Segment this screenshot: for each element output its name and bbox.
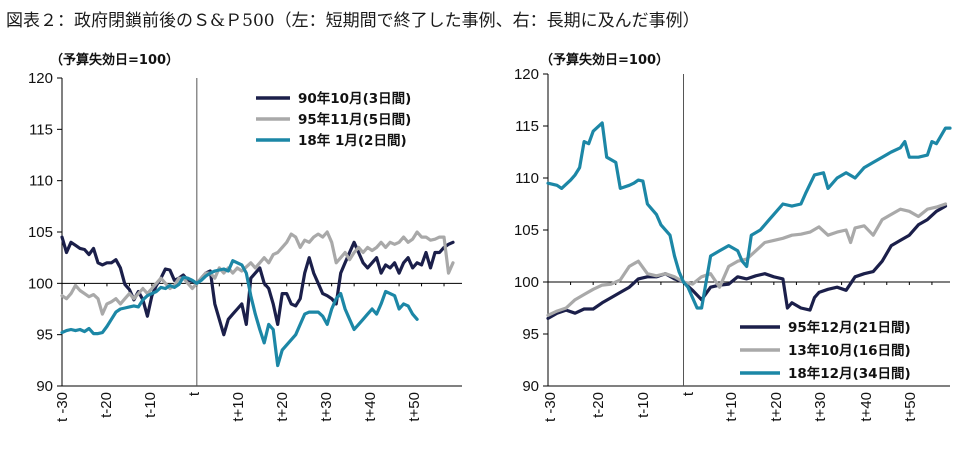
series-line-3 <box>546 121 952 310</box>
legend-label: 95年12月(21日間) <box>788 319 911 336</box>
y-tick-label: 90 <box>522 378 539 395</box>
legend-label: 13年10月(16日間) <box>788 342 911 359</box>
x-tick-label: t+50 <box>406 392 423 422</box>
y-tick-label: 100 <box>514 274 539 291</box>
x-tick-label: t-10 <box>142 392 159 418</box>
y-tick-label: 110 <box>515 170 539 187</box>
series-line-2 <box>60 230 455 316</box>
x-tick-label: t -30 <box>54 392 71 422</box>
legend-label: 95年11月(5日間) <box>298 111 411 128</box>
y-tick-label: 105 <box>514 222 539 239</box>
series-line-3 <box>60 259 419 368</box>
y-unit-label: （予算失効日=100） <box>50 52 179 68</box>
y-tick-label: 115 <box>515 118 539 135</box>
x-tick-label: t+40 <box>362 392 379 422</box>
x-tick-label: t -30 <box>542 392 559 422</box>
y-tick-label: 120 <box>514 66 539 83</box>
x-tick-label: t+20 <box>768 392 785 422</box>
y-tick-label: 95 <box>522 326 539 343</box>
left-chart: （予算失効日=100） 90 95 100 105 110 115 120 t -30 t-20 t… <box>28 52 462 422</box>
x-tick-label: t+30 <box>318 392 335 422</box>
x-tick-label: t-20 <box>98 392 115 418</box>
legend-label: 18年 1月(2日間) <box>298 132 407 149</box>
legend-label: 90年10月(3日間) <box>298 90 411 107</box>
x-tick-label: t+50 <box>902 392 919 422</box>
figure-title: 図表２：政府閉鎖前後のＳ&Ｐ500（左：短期間で終了した事例、右：長期に及んだ事… <box>6 11 700 31</box>
y-tick-label: 120 <box>28 70 53 87</box>
right-chart: （予算失効日=100） 90 95 100 105 110 115 120 t -30 t-20 t… <box>514 52 952 422</box>
x-tick-label: t <box>186 391 203 396</box>
legend-label: 18年12月(34日間) <box>788 365 911 382</box>
x-tick-label: t+10 <box>723 392 740 422</box>
y-tick-label: 90 <box>36 378 53 395</box>
x-tick-label: t+20 <box>274 392 291 422</box>
series-line-2 <box>546 202 948 317</box>
x-tick-label: t+30 <box>812 392 829 422</box>
y-unit-label: （予算失効日=100） <box>540 52 669 68</box>
x-tick-label: t-10 <box>635 392 652 418</box>
y-tick-label: 105 <box>28 224 53 241</box>
x-tick-label: t+10 <box>230 392 247 422</box>
y-tick-label: 115 <box>29 121 53 138</box>
series-line-1 <box>546 204 948 320</box>
x-tick-label: t-20 <box>590 392 607 418</box>
y-tick-label: 110 <box>29 173 53 190</box>
y-tick-label: 95 <box>36 327 53 344</box>
series-line-1 <box>60 235 455 337</box>
x-tick-label: t+40 <box>858 392 875 422</box>
x-tick-label: t <box>680 391 697 396</box>
y-tick-label: 100 <box>28 275 53 292</box>
